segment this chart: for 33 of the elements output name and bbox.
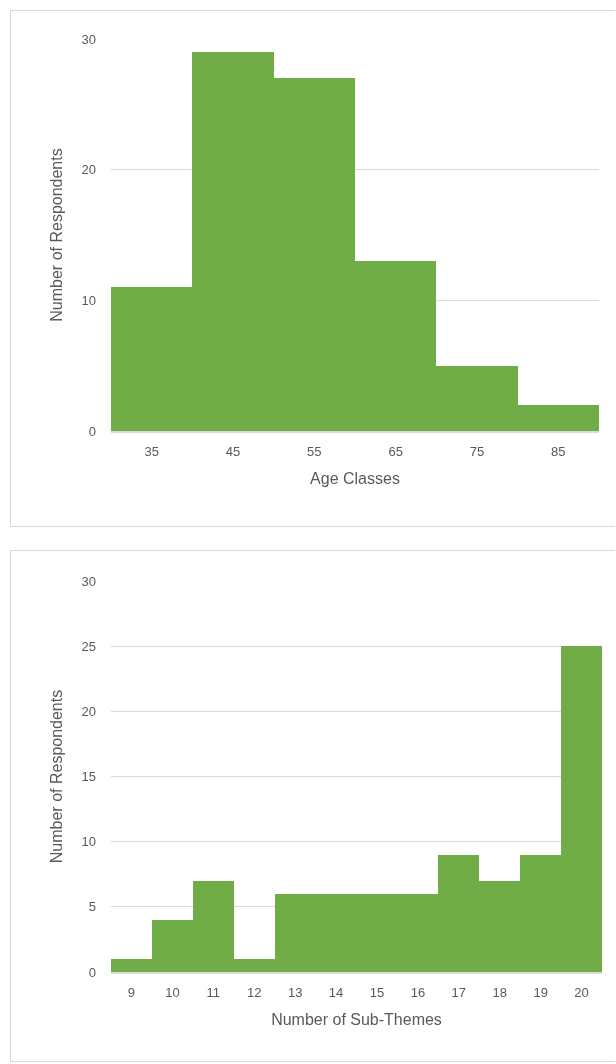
y-tick-label: 25	[81, 638, 96, 654]
y-tick-label: 30	[81, 573, 96, 589]
x-tick-label: 55	[307, 444, 322, 460]
x-tick-label: 12	[246, 985, 262, 1001]
y-tick-label: 30	[81, 31, 96, 47]
x-tick-label: 16	[410, 985, 426, 1001]
y-tick-label: 10	[81, 292, 96, 308]
x-tick-label: 20	[574, 985, 589, 1001]
x-tick-label: 75	[469, 444, 485, 460]
y-tick-label: 5	[88, 899, 96, 915]
x-tick-label: 35	[144, 444, 159, 460]
x-tick-label: 14	[328, 985, 344, 1001]
y-tick-label: 15	[81, 769, 96, 785]
x-axis-title: Age Classes	[310, 469, 400, 487]
y-tick-label: 20	[81, 162, 96, 178]
x-tick-label: 11	[206, 985, 221, 1001]
x-tick-label: 18	[492, 985, 507, 1001]
y-tick-label: 10	[81, 834, 96, 850]
x-tick-label: 85	[551, 444, 566, 460]
x-axis-title: Number of Sub-Themes	[271, 1010, 442, 1028]
x-tick-label: 17	[451, 985, 467, 1001]
x-tick-label: 65	[388, 444, 403, 460]
x-tick-label: 19	[533, 985, 548, 1001]
y-tick-label: 20	[81, 703, 96, 719]
x-tick-label: 15	[369, 985, 385, 1001]
x-tick-label: 10	[165, 985, 180, 1001]
x-tick-label: 13	[287, 985, 303, 1001]
x-tick-label: 45	[225, 444, 241, 460]
y-tick-label: 0	[88, 423, 96, 439]
x-tick-label: 9	[127, 985, 136, 1001]
y-axis-title: Number of Respondents	[48, 148, 66, 322]
y-axis-title: Number of Respondents	[48, 689, 66, 864]
y-tick-label: 0	[88, 964, 96, 980]
